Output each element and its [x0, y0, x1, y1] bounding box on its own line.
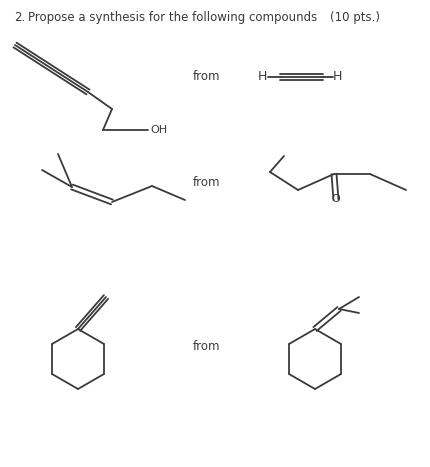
Text: from: from: [193, 71, 220, 84]
Text: H: H: [258, 71, 267, 84]
Text: (10 pts.): (10 pts.): [329, 11, 379, 24]
Text: H: H: [332, 71, 341, 84]
Text: O: O: [331, 194, 340, 204]
Text: from: from: [193, 340, 220, 354]
Text: from: from: [193, 176, 220, 189]
Text: 2.: 2.: [14, 11, 25, 24]
Text: OH: OH: [150, 125, 167, 135]
Text: Propose a synthesis for the following compounds: Propose a synthesis for the following co…: [28, 11, 316, 24]
